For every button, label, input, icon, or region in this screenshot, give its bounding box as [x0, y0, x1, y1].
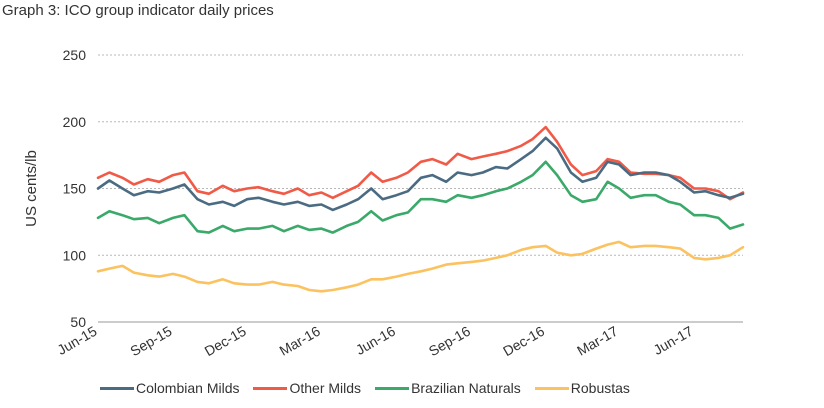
legend-label-colombian-milds: Colombian Milds [136, 380, 240, 396]
legend-item-other-milds: Other Milds [253, 380, 361, 396]
chart-title: Graph 3: ICO group indicator daily price… [2, 2, 274, 19]
legend: Colombian Milds Other Milds Brazilian Na… [100, 380, 644, 396]
x-tick-label-dec-15: Dec-15 [202, 323, 249, 360]
legend-label-robustas: Robustas [570, 380, 630, 396]
y-tick-label-100: 100 [63, 247, 87, 263]
legend-label-other-milds: Other Milds [289, 380, 362, 396]
x-tick-label-jun-17: Jun-17 [650, 323, 695, 358]
x-tick-label-jun-16: Jun-16 [353, 323, 398, 358]
x-tick-label-dec-16: Dec-16 [500, 323, 547, 360]
legend-swatch-colombian-milds [100, 386, 134, 390]
y-axis-label: US cents/lb [23, 150, 40, 227]
legend-item-colombian-milds: Colombian Milds [100, 380, 239, 396]
y-tick-label-250: 250 [63, 47, 87, 63]
y-tick-label-150: 150 [63, 181, 87, 197]
x-tick-label-mar-16: Mar-16 [277, 323, 324, 359]
legend-item-brazilian-naturals: Brazilian Naturals [375, 380, 521, 396]
y-tick-label-50: 50 [70, 314, 86, 330]
x-tick-label-sep-15: Sep-15 [127, 323, 174, 360]
series-line-robustas [96, 240, 745, 293]
x-tick-label-sep-16: Sep-16 [426, 323, 473, 360]
legend-label-brazilian-naturals: Brazilian Naturals [411, 380, 521, 396]
legend-swatch-other-milds [253, 386, 288, 390]
series-line-colombian-milds [96, 136, 745, 212]
x-tick-label-mar-17: Mar-17 [574, 323, 621, 359]
legend-swatch-robustas [534, 386, 569, 390]
y-tick-label-200: 200 [63, 114, 87, 130]
legend-swatch-brazilian-naturals [375, 386, 410, 390]
series-line-brazilian-naturals [96, 160, 745, 234]
legend-item-robustas: Robustas [534, 380, 630, 396]
